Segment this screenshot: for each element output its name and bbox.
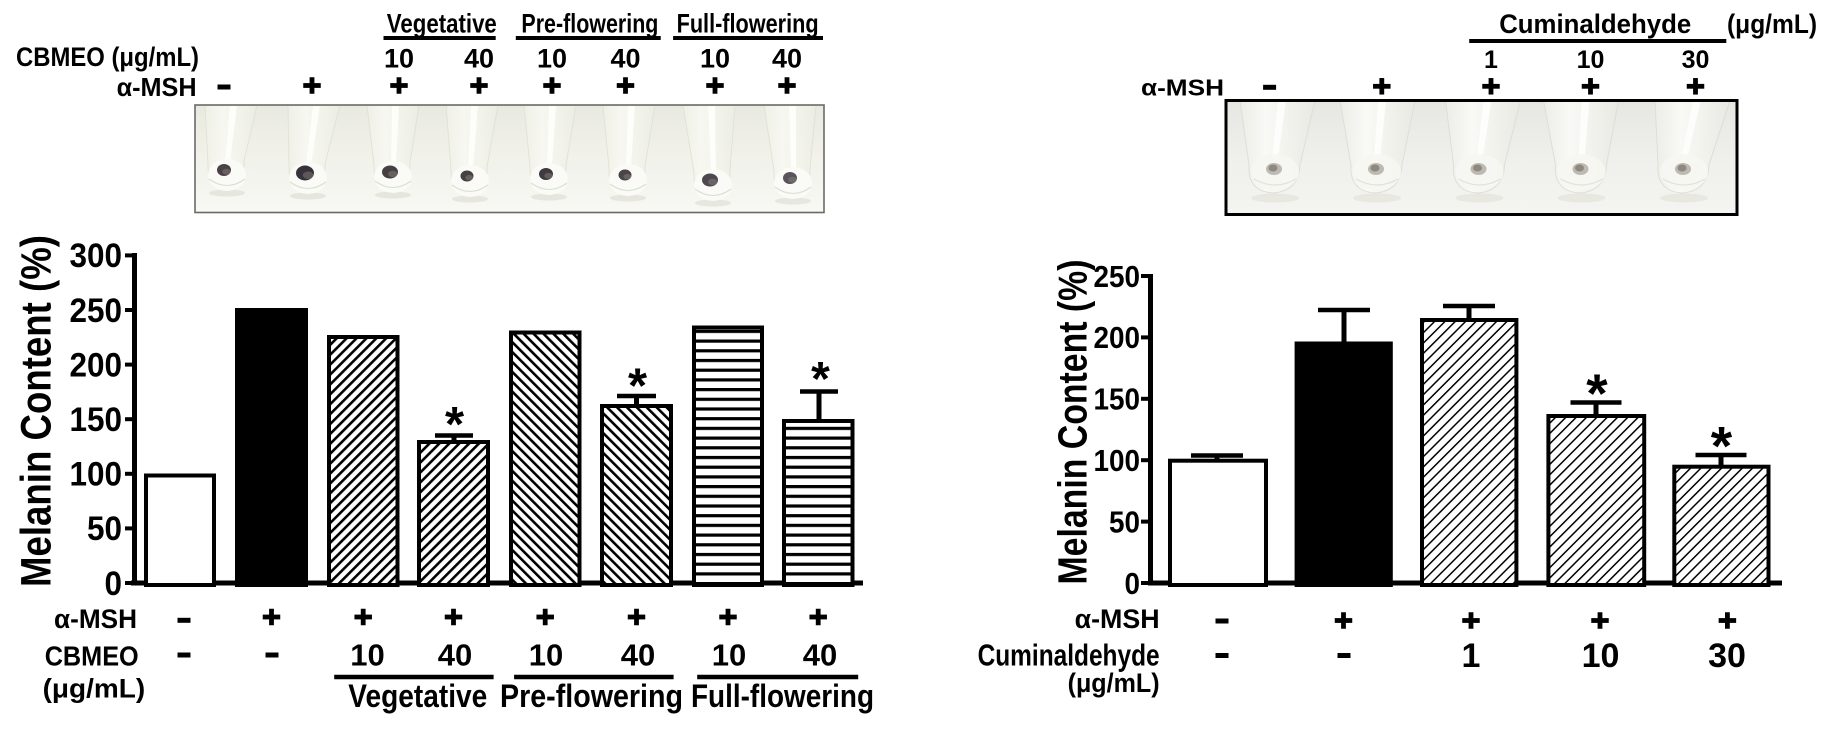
- svg-text:50: 50: [87, 510, 122, 548]
- svg-text:Pre-flowering: Pre-flowering: [500, 678, 683, 714]
- svg-text:100: 100: [1094, 443, 1141, 478]
- svg-text:1: 1: [1462, 637, 1481, 675]
- svg-text:*: *: [811, 353, 830, 406]
- svg-text:10: 10: [537, 44, 567, 74]
- svg-text:40: 40: [621, 638, 655, 673]
- svg-text:Cuminaldehyde: Cuminaldehyde: [978, 638, 1160, 673]
- svg-text:200: 200: [70, 346, 123, 384]
- svg-text:40: 40: [438, 638, 472, 673]
- svg-text:0: 0: [1125, 566, 1141, 601]
- svg-text:250: 250: [70, 292, 123, 330]
- svg-text:Full-flowering: Full-flowering: [691, 678, 874, 714]
- svg-text:10: 10: [712, 638, 746, 673]
- svg-text:Melanin Content (%): Melanin Content (%): [13, 235, 61, 587]
- svg-text:200: 200: [1094, 320, 1141, 355]
- svg-text:CBMEO (μg/mL): CBMEO (μg/mL): [16, 42, 199, 72]
- svg-text:(μg/mL): (μg/mL): [1727, 9, 1817, 39]
- svg-text:10: 10: [529, 638, 563, 673]
- svg-text:(μg/mL): (μg/mL): [43, 673, 146, 703]
- svg-text:10: 10: [1582, 637, 1620, 675]
- svg-text:*: *: [628, 359, 648, 413]
- svg-text:10: 10: [700, 44, 730, 74]
- svg-text:α-MSH: α-MSH: [117, 72, 197, 102]
- svg-text:10: 10: [350, 638, 384, 673]
- svg-text:*: *: [1586, 362, 1608, 424]
- svg-text:α-MSH: α-MSH: [1075, 604, 1160, 634]
- svg-text:40: 40: [772, 44, 802, 74]
- svg-text:10: 10: [384, 44, 414, 74]
- svg-text:Vegetative: Vegetative: [348, 678, 487, 714]
- svg-text:40: 40: [610, 44, 640, 74]
- svg-text:CBMEO: CBMEO: [45, 641, 139, 672]
- svg-text:Pre-flowering: Pre-flowering: [521, 9, 658, 39]
- svg-text:Vegetative: Vegetative: [387, 9, 497, 39]
- svg-text:30: 30: [1682, 46, 1710, 74]
- svg-text:*: *: [1711, 414, 1733, 476]
- svg-text:30: 30: [1708, 637, 1746, 675]
- svg-text:(μg/mL): (μg/mL): [1068, 668, 1160, 698]
- svg-text:100: 100: [70, 456, 123, 494]
- svg-text:40: 40: [464, 44, 494, 74]
- svg-text:α-MSH: α-MSH: [54, 604, 137, 634]
- svg-text:Cuminaldehyde: Cuminaldehyde: [1499, 9, 1691, 39]
- svg-text:50: 50: [1109, 504, 1140, 539]
- svg-text:Melanin Content (%): Melanin Content (%): [1050, 260, 1096, 585]
- svg-text:α-MSH: α-MSH: [1141, 75, 1224, 101]
- svg-text:1: 1: [1484, 46, 1498, 74]
- svg-text:40: 40: [803, 638, 837, 673]
- svg-text:Full-flowering: Full-flowering: [677, 9, 819, 39]
- svg-text:0: 0: [105, 565, 123, 603]
- svg-text:150: 150: [1094, 382, 1141, 417]
- svg-text:300: 300: [70, 237, 123, 275]
- svg-text:10: 10: [1577, 46, 1605, 74]
- svg-text:150: 150: [70, 401, 123, 439]
- svg-text:*: *: [445, 398, 465, 452]
- svg-text:250: 250: [1094, 259, 1141, 294]
